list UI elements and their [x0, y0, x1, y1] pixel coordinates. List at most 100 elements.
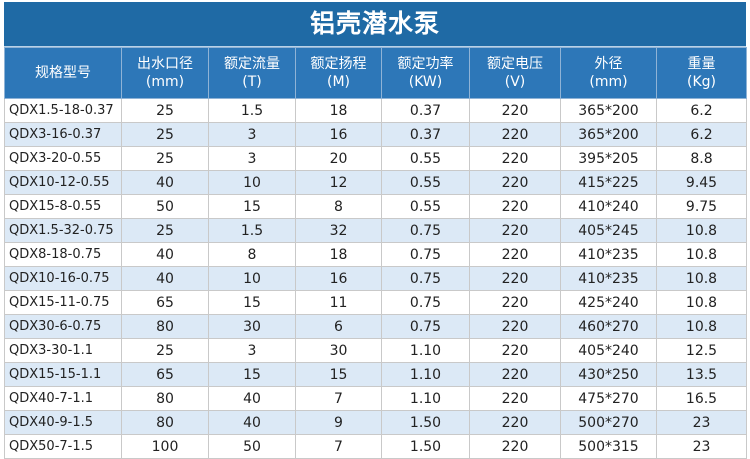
cell-model: QDX15-11-0.75 — [4, 290, 122, 315]
cell-rated-flow: 15 — [208, 194, 296, 219]
cell-outer-diameter: 410*235 — [560, 242, 657, 267]
header-row: 规格型号 出水口径 (mm) 额定流量 (T) 额定扬程 (M) 额定功率 (KW) 额… — [4, 47, 747, 99]
header-label: 额定流量 — [224, 56, 280, 72]
cell-outer-diameter: 430*250 — [560, 362, 657, 387]
cell-rated-flow: 40 — [208, 410, 296, 435]
cell-weight: 8.8 — [656, 146, 747, 171]
cell-outlet-diameter: 65 — [121, 290, 209, 315]
cell-weight: 10.8 — [656, 314, 747, 339]
cell-rated-flow: 1.5 — [208, 98, 296, 123]
cell-outer-diameter: 415*225 — [560, 170, 657, 195]
spec-sheet: 铝壳潜水泵 规格型号 出水口径 (mm) 额定流量 (T) 额定扬程 (M) 额定功率… — [4, 2, 747, 459]
cell-outlet-diameter: 25 — [121, 146, 209, 171]
cell-rated-head: 16 — [295, 266, 382, 291]
header-cell-rated-flow: 额定流量 (T) — [208, 47, 296, 99]
cell-rated-power: 0.75 — [381, 290, 470, 315]
cell-rated-head: 18 — [295, 98, 382, 123]
cell-rated-head: 11 — [295, 290, 382, 315]
cell-rated-flow: 50 — [208, 434, 296, 459]
cell-rated-power: 0.75 — [381, 218, 470, 243]
cell-model: QDX10-16-0.75 — [4, 266, 122, 291]
cell-rated-voltage: 220 — [469, 386, 561, 411]
header-label: 出水口径 — [137, 56, 193, 72]
table-row: QDX1.5-18-0.37 25 1.5 18 0.37 220 365*200 6.2 — [4, 98, 747, 123]
cell-rated-flow: 8 — [208, 242, 296, 267]
header-cell-weight: 重量 (Kg) — [656, 47, 747, 99]
header-cell-rated-head: 额定扬程 (M) — [295, 47, 382, 99]
table-row: QDX15-11-0.75 65 15 11 0.75 220 425*240 10.8 — [4, 290, 747, 315]
table-row: QDX3-16-0.37 25 3 16 0.37 220 365*200 6.2 — [4, 122, 747, 147]
cell-rated-power: 0.37 — [381, 122, 470, 147]
header-cell-rated-voltage: 额定电压 (V) — [469, 47, 561, 99]
cell-rated-flow: 15 — [208, 290, 296, 315]
cell-weight: 10.8 — [656, 218, 747, 243]
header-label: 规格型号 — [35, 65, 91, 81]
cell-rated-power: 0.75 — [381, 242, 470, 267]
cell-rated-head: 12 — [295, 170, 382, 195]
table-row: QDX1.5-32-0.75 25 1.5 32 0.75 220 405*245 10.8 — [4, 218, 747, 243]
cell-outlet-diameter: 80 — [121, 314, 209, 339]
header-cell-outlet-diameter: 出水口径 (mm) — [121, 47, 209, 99]
header-cell-rated-power: 额定功率 (KW) — [381, 47, 470, 99]
table-row: QDX10-16-0.75 40 10 16 0.75 220 410*235 10.8 — [4, 266, 747, 291]
cell-outer-diameter: 410*235 — [560, 266, 657, 291]
cell-weight: 10.8 — [656, 290, 747, 315]
cell-rated-flow: 40 — [208, 386, 296, 411]
cell-model: QDX3-20-0.55 — [4, 146, 122, 171]
cell-outlet-diameter: 80 — [121, 410, 209, 435]
cell-weight: 23 — [656, 434, 747, 459]
cell-outlet-diameter: 100 — [121, 434, 209, 459]
cell-rated-voltage: 220 — [469, 122, 561, 147]
header-label: 额定扬程 — [310, 56, 367, 72]
cell-outlet-diameter: 80 — [121, 386, 209, 411]
cell-model: QDX50-7-1.5 — [4, 434, 122, 459]
cell-model: QDX10-12-0.55 — [4, 170, 122, 195]
cell-rated-head: 30 — [295, 338, 382, 363]
cell-weight: 10.8 — [656, 242, 747, 267]
cell-rated-head: 8 — [295, 194, 382, 219]
header-unit: (T) — [242, 74, 262, 90]
cell-rated-voltage: 220 — [469, 434, 561, 459]
cell-weight: 23 — [656, 410, 747, 435]
cell-rated-flow: 3 — [208, 338, 296, 363]
table-row: QDX50-7-1.5 100 50 7 1.50 220 500*315 23 — [4, 434, 747, 459]
cell-outlet-diameter: 40 — [121, 242, 209, 267]
header-cell-model: 规格型号 — [4, 47, 122, 99]
cell-outlet-diameter: 25 — [121, 98, 209, 123]
cell-outlet-diameter: 65 — [121, 362, 209, 387]
header-unit: (KW) — [408, 74, 443, 90]
cell-weight: 10.8 — [656, 266, 747, 291]
cell-model: QDX3-16-0.37 — [4, 122, 122, 147]
cell-rated-voltage: 220 — [469, 410, 561, 435]
cell-rated-flow: 10 — [208, 170, 296, 195]
cell-outer-diameter: 365*200 — [560, 122, 657, 147]
header-unit: (M) — [326, 74, 350, 90]
cell-outer-diameter: 425*240 — [560, 290, 657, 315]
cell-rated-head: 7 — [295, 386, 382, 411]
cell-outer-diameter: 405*240 — [560, 338, 657, 363]
cell-weight: 16.5 — [656, 386, 747, 411]
cell-model: QDX1.5-32-0.75 — [4, 218, 122, 243]
cell-rated-head: 18 — [295, 242, 382, 267]
cell-weight: 9.45 — [656, 170, 747, 195]
cell-rated-power: 0.55 — [381, 146, 470, 171]
cell-outer-diameter: 405*245 — [560, 218, 657, 243]
cell-model: QDX15-15-1.1 — [4, 362, 122, 387]
table-row: QDX8-18-0.75 40 8 18 0.75 220 410*235 10.8 — [4, 242, 747, 267]
cell-outer-diameter: 500*315 — [560, 434, 657, 459]
header-unit: (mm) — [145, 74, 185, 90]
cell-outlet-diameter: 40 — [121, 170, 209, 195]
cell-rated-power: 1.10 — [381, 362, 470, 387]
cell-weight: 13.5 — [656, 362, 747, 387]
cell-rated-power: 0.37 — [381, 98, 470, 123]
header-label: 额定电压 — [487, 56, 543, 72]
cell-outer-diameter: 460*270 — [560, 314, 657, 339]
page-title: 铝壳潜水泵 — [4, 2, 746, 47]
cell-weight: 6.2 — [656, 122, 747, 147]
cell-rated-power: 0.75 — [381, 266, 470, 291]
cell-rated-flow: 15 — [208, 362, 296, 387]
cell-rated-flow: 30 — [208, 314, 296, 339]
cell-rated-power: 0.75 — [381, 314, 470, 339]
cell-outer-diameter: 410*240 — [560, 194, 657, 219]
cell-outer-diameter: 365*200 — [560, 98, 657, 123]
